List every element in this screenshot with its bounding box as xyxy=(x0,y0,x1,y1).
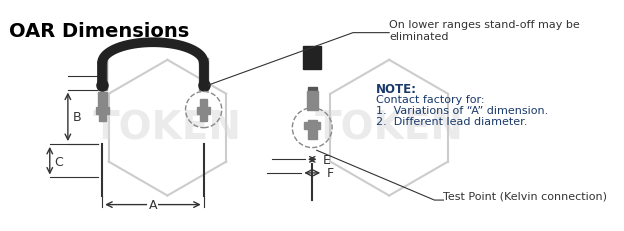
Text: E: E xyxy=(323,153,331,166)
Text: Test Point (Kelvin connection): Test Point (Kelvin connection) xyxy=(444,191,608,201)
Text: 1.  Variations of “A” dimension.: 1. Variations of “A” dimension. xyxy=(376,106,548,116)
Text: OAR Dimensions: OAR Dimensions xyxy=(9,22,189,41)
Text: On lower ranges stand-off may be
eliminated: On lower ranges stand-off may be elimina… xyxy=(389,20,580,42)
Bar xyxy=(99,81,106,86)
Text: C: C xyxy=(54,155,63,168)
Bar xyxy=(98,59,107,90)
Text: TOKEN: TOKEN xyxy=(93,109,242,147)
Bar xyxy=(308,121,317,139)
Bar xyxy=(99,79,106,86)
Text: NOTE:: NOTE: xyxy=(376,83,417,96)
Bar xyxy=(308,88,317,97)
Text: A: A xyxy=(149,198,157,211)
Bar xyxy=(197,107,210,115)
Text: 2.  Different lead diameter.: 2. Different lead diameter. xyxy=(376,116,527,126)
Bar xyxy=(99,99,106,122)
Bar xyxy=(98,93,107,111)
Bar xyxy=(303,47,321,70)
Bar xyxy=(200,99,207,122)
Bar xyxy=(307,92,318,110)
Bar xyxy=(96,107,109,115)
Text: TOKEN: TOKEN xyxy=(314,109,464,147)
Bar xyxy=(200,81,207,86)
Text: F: F xyxy=(327,167,334,180)
Text: Contact factory for:: Contact factory for: xyxy=(376,95,484,105)
Text: B: B xyxy=(72,111,81,124)
Bar xyxy=(199,59,208,90)
Bar xyxy=(304,123,320,130)
